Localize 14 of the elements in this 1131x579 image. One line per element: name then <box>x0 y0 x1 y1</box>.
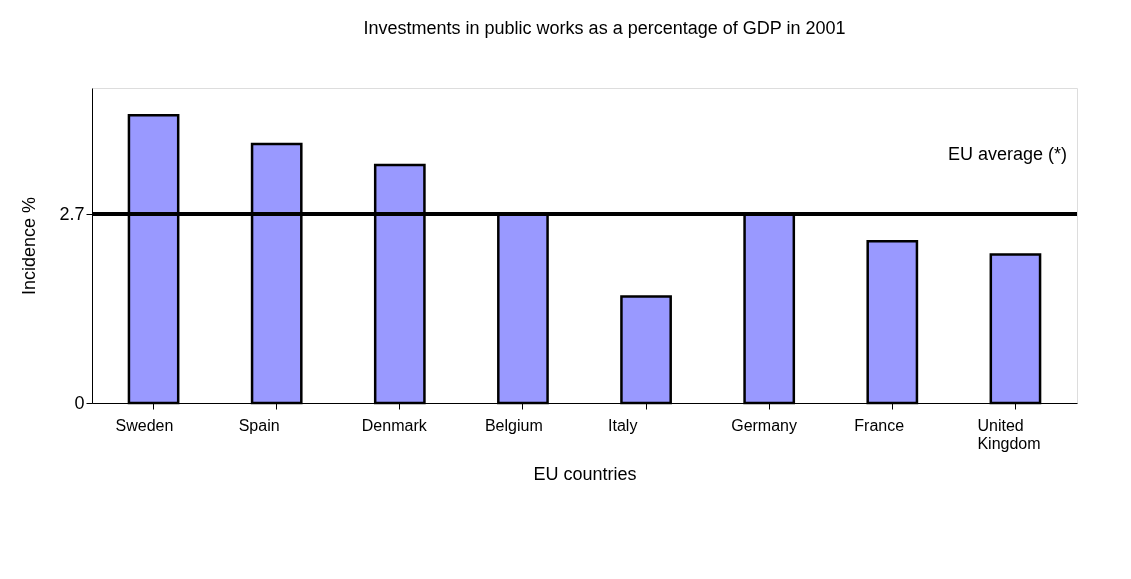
x-tick-label: Denmark <box>361 416 428 434</box>
x-tick-label: Germany <box>731 416 797 434</box>
x-tick-label: France <box>854 416 905 434</box>
x-tick-label: Spain <box>238 416 280 434</box>
y-axis-title: Incidence % <box>19 196 40 296</box>
x-tick-label: Belgium <box>484 416 543 434</box>
x-tick-label: Italy <box>608 416 638 434</box>
y-tick-label: 2.7 <box>59 203 85 224</box>
y-tick-label: 0 <box>74 392 85 413</box>
chart-title: Investments in public works as a percentage of GDP in 2001 <box>363 18 846 38</box>
x-tick-label: United Kingdom <box>977 416 1041 452</box>
x-axis-title: EU countries <box>533 463 637 484</box>
ref-line-label: EU average (*) <box>947 144 1067 164</box>
x-tick-label: Sweden <box>115 416 174 434</box>
